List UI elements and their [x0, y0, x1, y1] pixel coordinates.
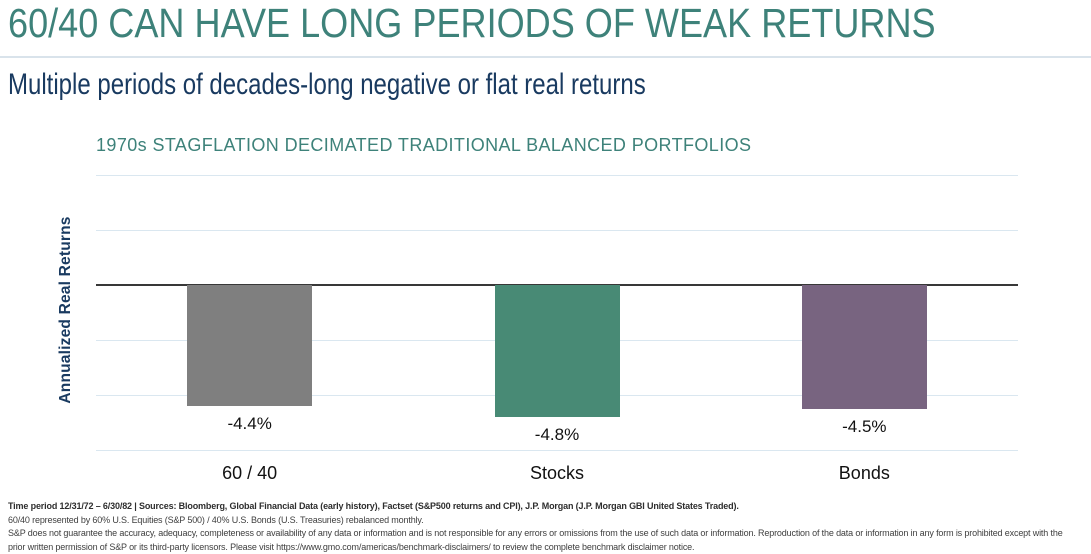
- footnote-methodology: 60/40 represented by 60% U.S. Equities (…: [8, 514, 1091, 528]
- title-divider: [0, 56, 1091, 58]
- category-label-stocks: Stocks: [482, 463, 632, 484]
- bar-value-bonds: -4.5%: [802, 417, 926, 437]
- bar-60-40: [187, 285, 312, 406]
- chart-title: 1970s STAGFLATION DECIMATED TRADITIONAL …: [96, 135, 751, 156]
- gridline: [96, 175, 1018, 176]
- page-subtitle: Multiple periods of decades-long negativ…: [8, 68, 646, 102]
- footnote-disclaimer-2: prior written permission of S&P or its t…: [8, 541, 1091, 554]
- page-title: 60/40 CAN HAVE LONG PERIODS OF WEAK RETU…: [8, 0, 936, 47]
- bar-stocks: [495, 285, 620, 417]
- bar-value-60-40: -4.4%: [188, 414, 312, 434]
- category-label-60-40: 60 / 40: [175, 463, 325, 484]
- gridline: [96, 450, 1018, 451]
- footnote-sources: Time period 12/31/72 – 6/30/82 | Sources…: [8, 500, 1091, 514]
- footnotes: Time period 12/31/72 – 6/30/82 | Sources…: [8, 500, 1091, 554]
- footnote-disclaimer-1: S&P does not guarantee the accuracy, ade…: [8, 527, 1091, 541]
- y-axis-label: Annualized Real Returns: [57, 216, 75, 403]
- plot-area: -4.4%60 / 40-4.8%Stocks-4.5%Bonds: [96, 175, 1018, 450]
- bar-bonds: [802, 285, 927, 409]
- category-label-bonds: Bonds: [789, 463, 939, 484]
- bar-value-stocks: -4.8%: [495, 425, 619, 445]
- gridline: [96, 230, 1018, 231]
